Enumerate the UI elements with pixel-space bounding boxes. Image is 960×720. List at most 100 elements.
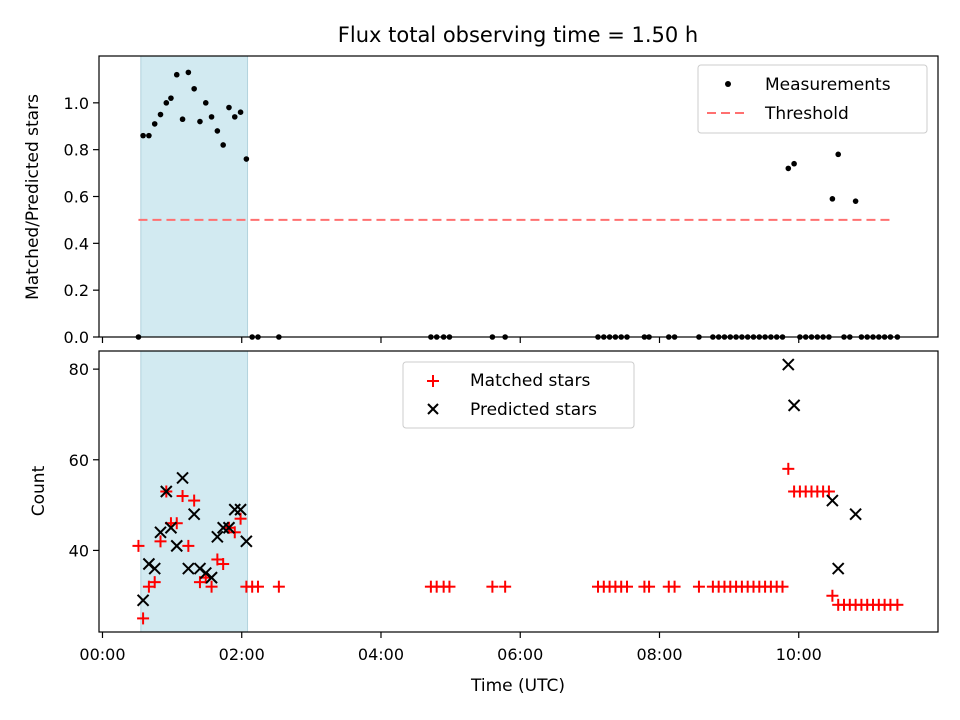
measurement-point [231,114,238,120]
x-tick-label: 00:00 [79,645,125,664]
predicted-star-point [136,594,150,607]
matched-legend-label: Matched stars [470,371,590,391]
bottom-y-axis: 40 60 80 [69,360,99,560]
predicted-legend-label: Predicted stars [470,400,597,420]
measurement-point [243,156,250,162]
predicted-star-point [228,503,241,516]
matched-star-point [499,580,512,593]
predicted-star-point [826,494,839,507]
predicted-star-point [211,530,224,544]
chart-title: Flux total observing time = 1.50 h [338,23,698,47]
matched-star-point [891,598,904,611]
y-tick-label: 0.8 [64,141,89,160]
predicted-star-point [216,521,230,534]
matched-star-point [621,580,634,593]
top-plot-frame [98,55,939,338]
matched-star-points [132,462,904,625]
matched-star-point [154,535,167,548]
predicted-star-point [148,562,161,575]
predicted-star-point [222,521,236,534]
matched-star-point [826,589,839,602]
y-tick-label: 0.0 [64,328,89,347]
matched-star-point [182,539,195,552]
predicted-star-point [849,507,862,521]
predicted-star-point [176,471,189,485]
matched-legend-marker [427,375,439,387]
y-tick-label: 40 [69,541,89,560]
matched-star-point [443,580,456,593]
measurement-point [226,104,232,111]
predicted-star-point [182,562,195,575]
bottom-x-axis-label: Time (UTC) [470,676,565,696]
measurement-point [173,71,180,78]
measurement-points [135,69,901,340]
matched-star-point [782,462,795,475]
measurement-point [220,142,226,148]
measurement-point [852,198,859,204]
matched-star-point [486,580,499,593]
top-shaded-span [140,55,249,338]
measurement-point [835,151,842,158]
predicted-star-point [205,571,218,584]
matched-star-point [188,494,201,507]
top-legend-frame [697,64,928,134]
measurement-point [202,100,209,106]
top-panel: 0.0 0.2 0.4 0.6 0.8 1.0 Matched/Predicted sta… [23,55,939,347]
predicted-star-point [164,521,178,534]
top-legend: Measurements Threshold [697,64,928,134]
bottom-panel: 40 60 80 00:00 02:00 04:00 06:00 08:00 10:00 Co… [29,350,939,696]
predicted-star-point [170,539,183,553]
bottom-plot-frame [98,350,939,633]
matched-star-point [692,580,705,593]
measurement-point [191,85,197,92]
matched-star-point [776,580,789,593]
measurement-point [168,95,174,101]
measurement-point [197,118,203,125]
measurement-point [163,100,170,106]
predicted-star-point [240,535,253,548]
matched-star-point [668,580,681,593]
y-tick-label: 0.4 [64,234,89,253]
measurement-point [179,116,186,123]
x-tick-label: 06:00 [497,645,543,664]
predicted-star-point [154,526,167,539]
matched-star-point [148,576,161,589]
matched-star-point [176,490,189,503]
measurement-point [157,111,164,118]
measurements-legend-marker [725,81,731,87]
bottom-legend: Matched stars Predicted stars [402,361,635,429]
measurement-point [140,132,146,139]
matched-star-point [132,539,145,552]
predicted-star-point [160,485,173,498]
predicted-legend-marker [427,403,439,415]
y-tick-label: 0.6 [64,188,89,207]
y-tick-label: 0.2 [64,281,89,300]
top-y-axis-label: Matched/Predicted stars [23,94,43,300]
measurement-point [146,132,152,139]
measurement-point [208,114,215,120]
predicted-star-point [187,507,201,521]
bottom-y-axis-label: Count [29,465,49,516]
matched-star-point [643,580,656,593]
measurements-legend-label: Measurements [765,75,891,95]
bottom-shaded-span [140,350,249,633]
predicted-star-points [136,358,862,607]
bottom-x-axis: 00:00 02:00 04:00 06:00 08:00 10:00 [79,632,822,664]
measurement-point [829,196,836,202]
matched-star-point [205,580,218,593]
x-tick-label: 08:00 [636,645,682,664]
measurement-point [185,69,192,76]
x-tick-label: 04:00 [358,645,404,664]
measurement-point [214,128,221,134]
measurement-point [785,165,792,172]
x-tick-label: 02:00 [219,645,265,664]
top-y-axis: 0.0 0.2 0.4 0.6 0.8 1.0 [64,94,99,347]
matched-star-point [137,612,150,625]
matched-star-point [272,580,285,593]
predicted-star-point [234,503,247,516]
matched-star-point [822,485,835,498]
predicted-star-point [831,562,845,575]
matched-star-point [217,558,230,571]
bottom-legend-frame [402,361,635,429]
threshold-legend-label: Threshold [764,104,849,124]
